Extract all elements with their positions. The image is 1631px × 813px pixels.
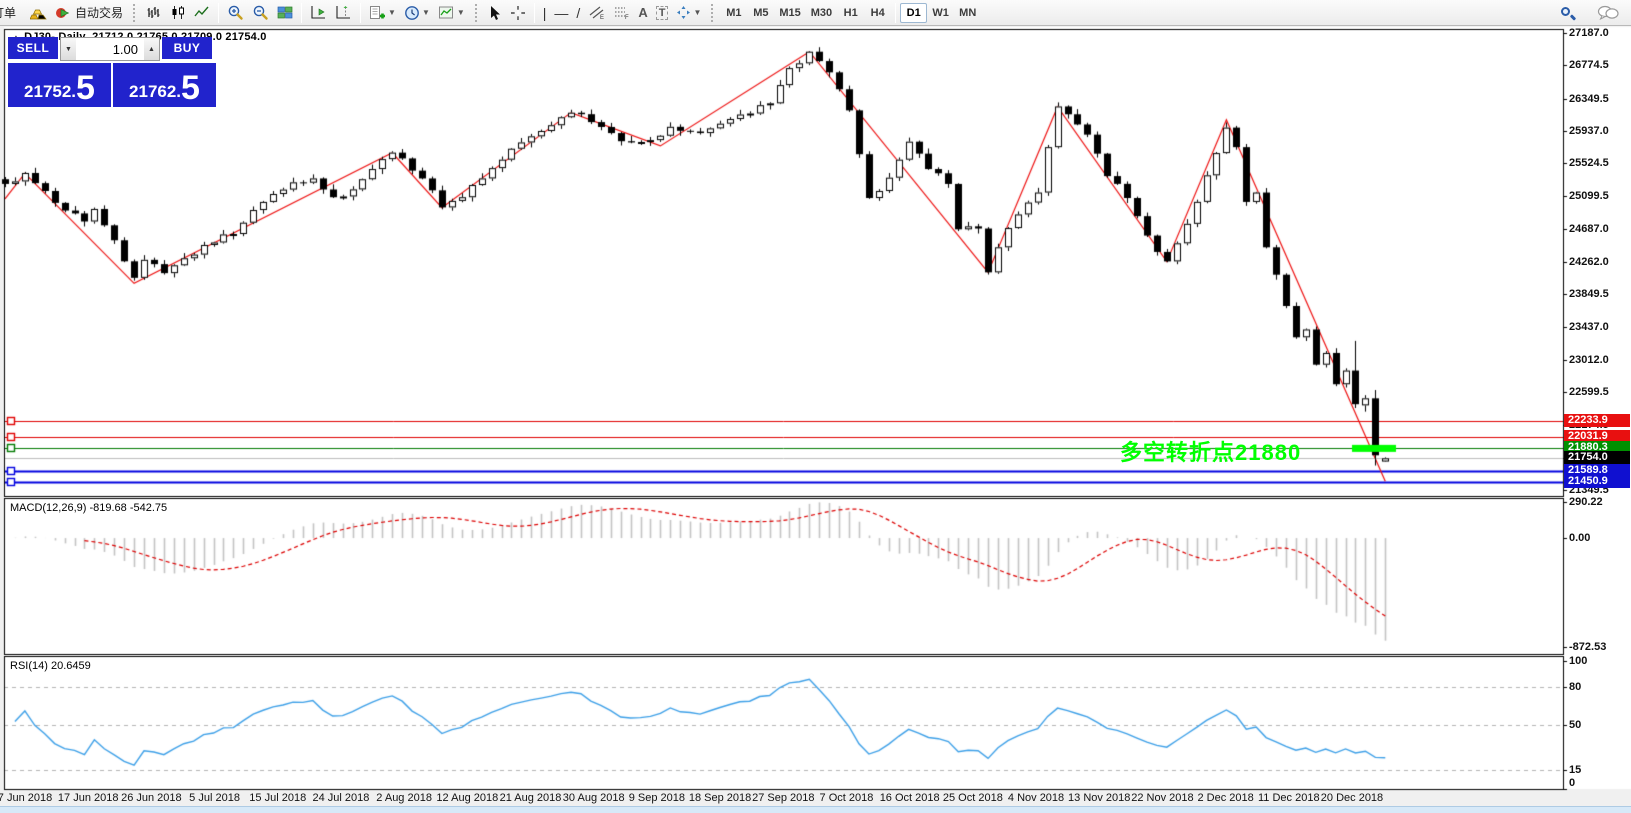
volume-input[interactable]: 1.00 [76, 38, 144, 60]
sell-price-button[interactable]: 21752. 5 [8, 63, 111, 107]
date-axis-label: 15 Jul 2018 [249, 792, 307, 804]
date-axis-label: 20 Dec 2018 [1320, 792, 1384, 804]
buy-price-button[interactable]: 21762. 5 [113, 63, 216, 107]
price-axis-tick: 23012.0 [1569, 353, 1609, 366]
volume-stepper: ▼ 1.00 ▲ [60, 37, 160, 61]
price-axis-tick: 26774.5 [1569, 59, 1609, 72]
rsi-axis-tick: 50 [1569, 719, 1582, 732]
price-axis-tick: 25524.5 [1569, 157, 1609, 170]
price-line-label-21754.0: 21754.0 [1564, 451, 1630, 465]
date-axis-label: 26 Jun 2018 [121, 792, 182, 804]
rsi-axis-tick: 15 [1569, 763, 1582, 776]
date-axis-label: 2 Dec 2018 [1197, 792, 1254, 804]
sell-price-pip: 5 [76, 69, 95, 108]
price-axis-tick: 26349.5 [1569, 92, 1609, 105]
date-axis-label: 30 Aug 2018 [562, 792, 625, 804]
date-axis-label: 11 Dec 2018 [1258, 792, 1320, 804]
price-axis-tick: 25099.5 [1569, 190, 1609, 203]
price-axis-tick: 27187.0 [1569, 27, 1609, 40]
rsi-axis-tick: 80 [1569, 680, 1582, 693]
volume-increase-button[interactable]: ▲ [144, 38, 159, 60]
price-axis-tick: 23849.5 [1569, 288, 1609, 301]
one-click-trade-panel: SELL ▼ 1.00 ▲ BUY 21752. 5 21762. 5 [8, 37, 216, 109]
sell-price: 21752. [24, 82, 77, 101]
price-line-label-21589.8: 21589.8 [1564, 464, 1630, 478]
date-axis-label: 21 Aug 2018 [499, 792, 562, 804]
price-axis-tick: 24262.0 [1569, 256, 1609, 269]
price-axis-tick: 23437.0 [1569, 320, 1609, 333]
price-axis-tick: 22599.5 [1569, 386, 1609, 399]
rsi-axis-tick: 100 [1569, 655, 1588, 668]
date-axis-label: 5 Jul 2018 [189, 792, 240, 804]
price-line-label-21880.3: 21880.3 [1564, 441, 1630, 455]
date-axis-label: 4 Nov 2018 [1007, 792, 1065, 804]
date-axis-label: 27 Sep 2018 [752, 792, 815, 804]
date-axis-label: 25 Oct 2018 [942, 792, 1003, 804]
date-axis-label: 17 Jun 2018 [57, 792, 119, 804]
macd-axis-tick: 0.00 [1569, 532, 1591, 545]
date-axis-label: 16 Oct 2018 [879, 792, 940, 804]
price-line-label-22233.9: 22233.9 [1564, 413, 1630, 427]
taskbar-edge-strip [0, 806, 1631, 813]
date-axis-label: 22 Nov 2018 [1131, 792, 1194, 804]
buy-label: BUY [173, 41, 201, 55]
date-axis-label: 9 Sep 2018 [628, 792, 686, 804]
macd-axis-tick: 290.22 [1569, 495, 1603, 508]
price-line-label-21450.9: 21450.9 [1564, 474, 1630, 488]
rsi-axis-tick: 0 [1569, 777, 1576, 789]
date-axis-label: 7 Jun 2018 [0, 792, 53, 804]
date-axis-label: 12 Aug 2018 [436, 792, 499, 804]
macd-indicator-label: MACD(12,26,9) -819.68 -542.75 [10, 502, 168, 514]
price-axis-tick: 25937.0 [1569, 124, 1609, 137]
date-axis-label: 2 Aug 2018 [376, 792, 432, 804]
rsi-indicator-label: RSI(14) 20.6459 [10, 660, 91, 672]
buy-button[interactable]: BUY [162, 37, 212, 61]
macd-axis-tick: -872.53 [1569, 641, 1607, 654]
date-axis-label: 18 Sep 2018 [688, 792, 752, 804]
sell-button[interactable]: SELL [8, 37, 58, 61]
date-axis-label: 13 Nov 2018 [1068, 792, 1131, 804]
date-axis-label: 24 Jul 2018 [312, 792, 370, 804]
price-line-label-22031.9: 22031.9 [1564, 429, 1630, 443]
buy-price-pip: 5 [181, 69, 200, 108]
chart-text-annotation[interactable]: 多空转折点21880 [1120, 440, 1302, 466]
buy-price: 21762. [129, 82, 182, 101]
volume-decrease-button[interactable]: ▼ [61, 38, 76, 60]
date-axis-label: 7 Oct 2018 [819, 792, 874, 804]
price-axis-tick: 24687.0 [1569, 222, 1609, 235]
sell-label: SELL [16, 41, 50, 55]
